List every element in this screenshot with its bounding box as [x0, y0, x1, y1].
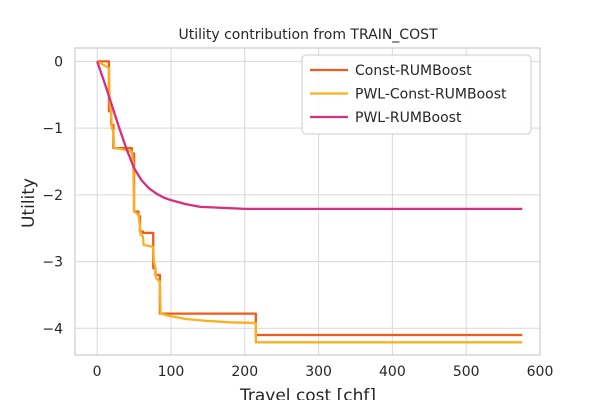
axes	[74, 47, 541, 356]
series-lines	[96, 60, 523, 344]
legend-label-2: PWL-RUMBoost	[355, 110, 462, 126]
x-tick-label: 400	[379, 364, 406, 380]
x-tick-label: 300	[305, 364, 332, 380]
y-tick-label: −1	[42, 121, 63, 137]
y-tick-label: −2	[42, 188, 63, 204]
x-tick-label: 100	[158, 364, 185, 380]
legend-label-1: PWL-Const-RUMBoost	[355, 87, 507, 103]
series-line-2	[96, 60, 523, 210]
legend-label-0: Const-RUMBoost	[355, 63, 472, 79]
y-axis-label: Utility	[19, 178, 39, 228]
x-axis-label: Travel cost [chf]	[239, 386, 376, 400]
x-tick-label: 500	[453, 364, 480, 380]
x-tick-label: 200	[231, 364, 258, 380]
plot-frame	[74, 47, 541, 356]
legend: Const-RUMBoost PWL-Const-RUMBoost PWL-RUMB…	[301, 54, 532, 135]
series-line-1	[96, 60, 523, 344]
y-tick-label: −3	[42, 255, 63, 271]
x-tick-label: 600	[527, 364, 554, 380]
y-tick-label: −4	[42, 321, 63, 337]
chart-title: Utility contribution from TRAIN_COST	[178, 27, 438, 43]
tick-labels: 0 100 200 300 400 500 600 0 −1 −2 −3 −4	[42, 54, 553, 380]
legend-box	[301, 54, 532, 135]
y-tick-label: 0	[54, 54, 63, 70]
x-tick-label: 0	[93, 364, 102, 380]
